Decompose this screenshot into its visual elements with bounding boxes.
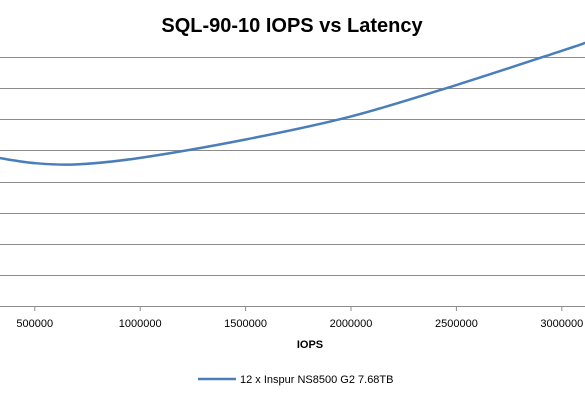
x-tick-label: 1500000: [224, 318, 267, 330]
x-tick-label: 1000000: [119, 318, 162, 330]
x-axis-label: IOPS: [297, 339, 323, 351]
series-line: [0, 41, 585, 166]
x-tick-label: 2500000: [435, 318, 478, 330]
x-tick-label: 3000000: [540, 318, 583, 330]
chart-title: SQL-90-10 IOPS vs Latency: [161, 15, 423, 37]
gridlines: [0, 57, 585, 307]
legend-entry: 12 x Inspur NS8500 G2 7.68TB: [240, 374, 393, 386]
legend: 12 x Inspur NS8500 G2 7.68TB: [198, 374, 393, 386]
x-tick-label: 2000000: [330, 318, 373, 330]
x-tick-labels: 500000 1000000 1500000 2000000 2500000 300000…: [16, 306, 583, 330]
x-tick-label: 500000: [16, 318, 53, 330]
